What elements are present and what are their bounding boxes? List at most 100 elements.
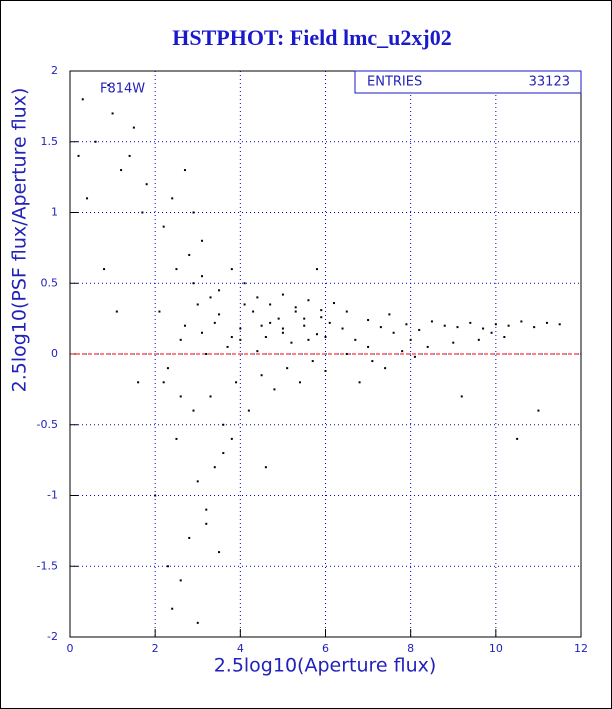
point xyxy=(324,369,327,372)
point xyxy=(162,225,165,228)
point xyxy=(303,317,306,320)
point xyxy=(252,310,255,313)
point xyxy=(324,336,327,339)
point xyxy=(239,338,242,341)
point xyxy=(154,494,157,497)
point xyxy=(256,350,259,353)
point xyxy=(413,355,416,358)
point xyxy=(230,268,233,271)
point xyxy=(477,338,480,341)
point xyxy=(192,409,195,412)
point xyxy=(311,360,314,363)
point xyxy=(281,327,284,330)
point xyxy=(494,323,497,326)
point xyxy=(367,345,370,348)
x-tick-label: 8 xyxy=(407,642,414,655)
point xyxy=(86,197,89,200)
point xyxy=(307,299,310,302)
point xyxy=(247,409,250,412)
point xyxy=(192,282,195,285)
y-tick-label: 2 xyxy=(51,64,58,77)
point xyxy=(179,395,182,398)
plot-frame xyxy=(69,70,582,638)
point xyxy=(507,324,510,327)
point xyxy=(243,303,246,306)
point xyxy=(371,360,374,363)
point xyxy=(520,320,523,323)
point xyxy=(192,211,195,214)
point xyxy=(162,381,165,384)
stats-value: 33123 xyxy=(529,75,570,90)
point xyxy=(418,328,421,331)
point xyxy=(213,321,216,324)
point xyxy=(205,522,208,525)
point xyxy=(443,324,446,327)
point xyxy=(171,607,174,610)
point xyxy=(188,536,191,539)
point xyxy=(120,169,123,172)
point xyxy=(273,388,276,391)
point xyxy=(452,341,455,344)
point xyxy=(111,112,114,115)
point xyxy=(281,293,284,296)
point xyxy=(298,381,301,384)
point xyxy=(158,310,161,313)
point xyxy=(201,275,204,278)
point xyxy=(516,437,519,440)
point xyxy=(345,310,348,313)
point xyxy=(320,316,323,319)
y-tick-label: -2 xyxy=(47,630,58,643)
point xyxy=(256,296,259,299)
point xyxy=(230,336,233,339)
point xyxy=(426,345,429,348)
point xyxy=(166,367,169,370)
point xyxy=(482,327,485,330)
point xyxy=(226,345,229,348)
point xyxy=(209,395,212,398)
point xyxy=(269,303,272,306)
point xyxy=(345,353,348,355)
point xyxy=(183,169,186,172)
point xyxy=(183,324,186,327)
point xyxy=(392,331,395,334)
point xyxy=(209,296,212,299)
point xyxy=(103,268,106,271)
point xyxy=(333,302,336,305)
point xyxy=(277,317,280,320)
point xyxy=(201,239,204,242)
point xyxy=(401,350,404,353)
point xyxy=(175,268,178,271)
point xyxy=(367,319,370,322)
point xyxy=(179,579,182,582)
point xyxy=(281,331,284,334)
stats-box xyxy=(354,70,582,94)
x-axis-label: 2.5log10(Aperture flux) xyxy=(214,655,437,677)
point xyxy=(294,310,297,313)
point xyxy=(239,327,242,330)
x-tick-label: 4 xyxy=(237,642,244,655)
chart-title: HSTPHOT: Field lmc_u2xj02 xyxy=(172,25,451,50)
point xyxy=(269,321,272,324)
x-tick-label: 2 xyxy=(152,642,159,655)
point xyxy=(286,367,289,370)
point xyxy=(218,551,221,554)
y-tick-label: -1 xyxy=(47,489,58,502)
y-tick-label: -1.5 xyxy=(37,559,58,572)
point xyxy=(358,381,361,384)
point xyxy=(235,381,238,384)
point xyxy=(141,211,144,214)
point xyxy=(456,326,459,329)
point xyxy=(213,466,216,469)
x-tick-label: 6 xyxy=(322,642,329,655)
y-tick-label: 0.5 xyxy=(41,276,59,289)
point xyxy=(196,303,199,306)
y-tick-label: 0 xyxy=(51,347,58,360)
x-tick-label: 12 xyxy=(574,642,588,655)
point xyxy=(533,326,536,329)
point xyxy=(460,395,463,398)
point xyxy=(77,154,80,157)
point xyxy=(303,324,306,327)
point xyxy=(137,381,140,384)
y-tick-label: 1.5 xyxy=(41,135,59,148)
